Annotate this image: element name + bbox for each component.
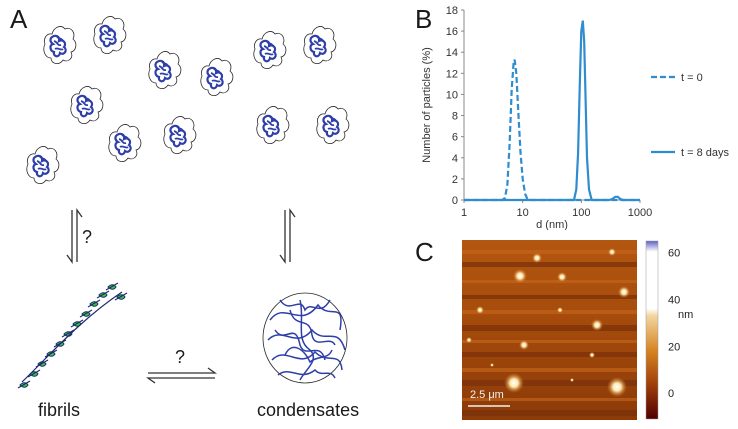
afm-image — [462, 240, 637, 420]
monomer — [255, 105, 290, 145]
panel-c-letter: C — [415, 237, 434, 267]
y-tick-label: 12 — [446, 68, 458, 80]
question-mark-vertical: ? — [82, 227, 93, 247]
x-tick-label: 100 — [572, 207, 590, 219]
monomer — [69, 85, 104, 125]
legend-label: t = 8 days — [681, 147, 730, 159]
afm-colorbar: 60 40 20 0 — [645, 240, 680, 420]
series-line-0 — [464, 59, 640, 202]
y-axis-label: Number of particles (%) — [421, 47, 433, 163]
monomer — [302, 25, 337, 65]
condensate-illustration — [262, 292, 348, 384]
scale-bar-label: 2.5 μm — [470, 389, 504, 401]
monomer — [315, 105, 350, 145]
panel-a-illustration — [17, 15, 350, 389]
y-tick-label: 18 — [446, 5, 458, 17]
fibril-illustration — [17, 282, 128, 389]
monomer — [42, 25, 77, 65]
x-tick-label: 10 — [517, 207, 529, 219]
x-tick-label: 1000 — [628, 207, 652, 219]
panel-a-letter: A — [10, 4, 28, 34]
monomer — [252, 30, 287, 70]
question-mark-horizontal: ? — [175, 347, 186, 367]
monomer — [162, 115, 197, 155]
colorbar-tick-label: 60 — [668, 248, 680, 260]
monomer — [25, 145, 60, 185]
condensates-label: condensates — [257, 400, 360, 420]
y-tick-label: 2 — [452, 174, 458, 186]
legend-label: t = 0 — [681, 72, 703, 84]
monomer — [199, 57, 234, 97]
colorbar-unit: nm — [678, 309, 694, 321]
x-tick-label: 1 — [461, 207, 467, 219]
y-tick-label: 4 — [452, 153, 458, 165]
equilibrium-arrow-left — [66, 207, 83, 265]
series-line-1 — [464, 20, 640, 202]
equilibrium-arrow-bottom — [145, 367, 218, 384]
y-tick-label: 6 — [452, 132, 458, 144]
colorbar-tick-label: 0 — [668, 388, 674, 400]
monomer — [147, 50, 182, 90]
y-tick-label: 8 — [452, 111, 458, 123]
y-tick-label: 16 — [446, 26, 458, 38]
colorbar-tick-label: 40 — [668, 295, 680, 307]
monomer-group — [25, 15, 350, 185]
monomer — [92, 15, 127, 55]
y-tick-label: 14 — [446, 47, 458, 59]
y-tick-label: 0 — [452, 195, 458, 207]
x-axis-label: d (nm) — [536, 219, 568, 230]
colorbar-gradient — [645, 240, 659, 420]
equilibrium-arrow-right — [279, 207, 296, 265]
y-tick-label: 10 — [446, 89, 458, 101]
particle-size-chart: Number of particles (%) d (nm) 0 2 4 6 8 10 12… — [421, 5, 730, 230]
panel-b-letter: B — [415, 4, 433, 34]
colorbar-tick-label: 20 — [668, 341, 680, 353]
monomer — [107, 123, 142, 163]
fibrils-label: fibrils — [38, 400, 81, 420]
